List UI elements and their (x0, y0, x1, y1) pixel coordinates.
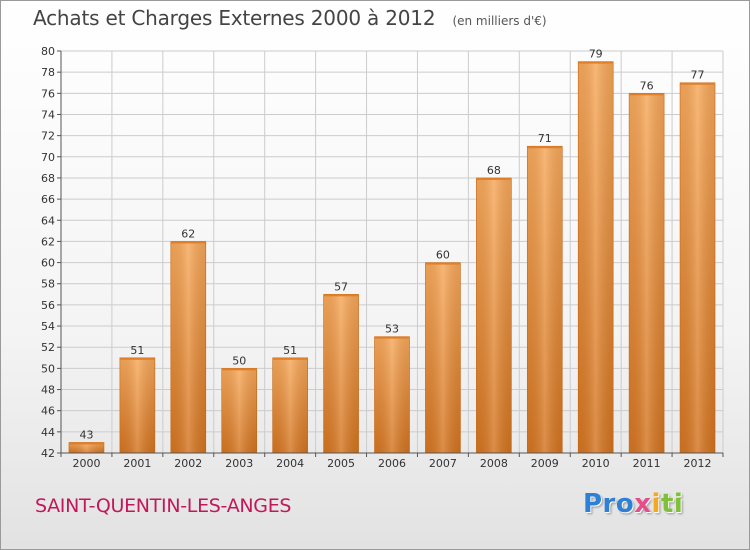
data-label: 79 (589, 48, 603, 61)
y-tick-label: 70 (41, 151, 55, 164)
y-tick-label: 56 (41, 299, 55, 312)
y-tick-label: 72 (41, 130, 55, 143)
x-tick-label: 2006 (378, 457, 406, 470)
bar-shading (629, 93, 665, 453)
bar-shading (119, 357, 155, 453)
logo-part-1: Pro (583, 489, 635, 519)
y-tick-label: 58 (41, 278, 55, 291)
logo-part-2: x (634, 489, 652, 519)
x-tick-label: 2011 (633, 457, 661, 470)
chart-title: Achats et Charges Externes 2000 à 2012 (33, 6, 436, 30)
x-tick-label: 2008 (480, 457, 508, 470)
y-tick-label: 54 (41, 320, 55, 333)
y-tick-label: 64 (41, 214, 55, 227)
y-tick-label: 50 (41, 362, 55, 375)
data-label: 53 (385, 323, 399, 336)
bar-top (425, 262, 461, 265)
bar-top (170, 241, 206, 244)
data-label: 57 (334, 280, 348, 293)
bar-shading (170, 241, 206, 453)
x-tick-label: 2010 (582, 457, 610, 470)
chart-subtitle: (en milliers d'€) (452, 14, 547, 28)
y-tick-label: 80 (41, 45, 55, 58)
y-tick-label: 42 (41, 447, 55, 460)
y-tick-label: 62 (41, 235, 55, 248)
data-label: 51 (283, 344, 297, 357)
bar-top (680, 82, 716, 85)
bar-shading (272, 357, 308, 453)
data-label: 43 (79, 428, 93, 441)
bar-top (476, 177, 512, 180)
y-tick-label: 74 (41, 108, 55, 121)
y-tick-label: 48 (41, 384, 55, 397)
y-tick-label: 78 (41, 66, 55, 79)
y-tick-label: 68 (41, 172, 55, 185)
y-tick-label: 46 (41, 405, 55, 418)
bar-shading (323, 294, 359, 453)
x-tick-label: 2005 (327, 457, 355, 470)
bar-top (629, 93, 665, 96)
y-tick-label: 44 (41, 426, 55, 439)
data-label: 62 (181, 227, 195, 240)
logo-part-4: ti (660, 489, 684, 519)
x-tick-label: 2012 (684, 457, 712, 470)
bar-shading (68, 442, 104, 453)
x-tick-label: 2002 (174, 457, 202, 470)
bar-shading (527, 146, 563, 454)
data-label: 76 (640, 79, 654, 92)
bar-top (374, 336, 410, 339)
bar-shading (476, 177, 512, 453)
x-tick-label: 2009 (531, 457, 559, 470)
data-label: 68 (487, 164, 501, 177)
y-tick-label: 76 (41, 87, 55, 100)
bar-shading (578, 61, 614, 453)
bar-shading (221, 368, 257, 453)
y-tick-label: 52 (41, 341, 55, 354)
data-label: 51 (130, 344, 144, 357)
data-label: 60 (436, 249, 450, 262)
data-label: 50 (232, 354, 246, 367)
x-tick-label: 2004 (276, 457, 304, 470)
data-label: 77 (691, 69, 705, 82)
x-tick-label: 2003 (225, 457, 253, 470)
x-tick-label: 2007 (429, 457, 457, 470)
place-name: SAINT-QUENTIN-LES-ANGES (35, 495, 292, 517)
proxiti-logo: Proxiti (583, 489, 683, 519)
data-label: 71 (538, 132, 552, 145)
bar-top (527, 146, 563, 149)
bar-shading (425, 262, 461, 453)
y-tick-label: 60 (41, 257, 55, 270)
bar-top (68, 442, 104, 445)
bar-top (323, 294, 359, 297)
logo-part-3: i (651, 489, 661, 519)
bar-top (221, 368, 257, 371)
x-tick-label: 2000 (72, 457, 100, 470)
bar-shading (374, 336, 410, 453)
y-tick-label: 66 (41, 193, 55, 206)
bar-top (119, 357, 155, 360)
bar-top (578, 61, 614, 64)
x-tick-label: 2001 (123, 457, 151, 470)
bar-shading (680, 82, 716, 453)
title-block: Achats et Charges Externes 2000 à 2012 (… (33, 6, 547, 30)
bar-top (272, 357, 308, 360)
